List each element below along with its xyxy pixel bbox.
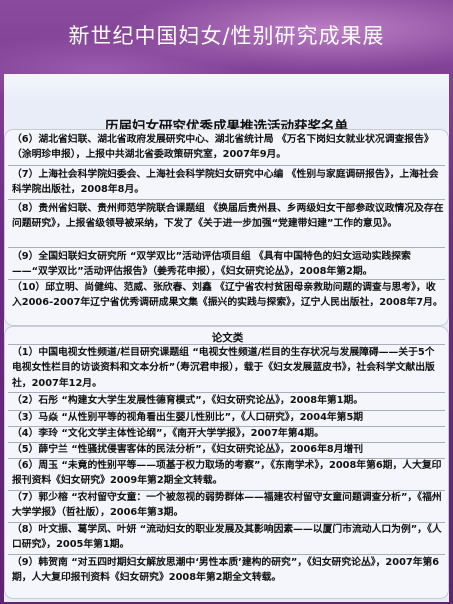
list-item: （8）贵州省妇联、贵州师范学院联合课题组 《换届后贵州县、乡两级妇女干部参政议政… bbox=[12, 203, 444, 230]
divider bbox=[8, 392, 445, 393]
awards-box-papers: 论文类 （1）中国电视女性频道/栏目研究课题组 “电视女性频道/栏目的生存状况与… bbox=[4, 326, 449, 599]
divider bbox=[8, 458, 445, 459]
divider bbox=[8, 490, 445, 491]
divider bbox=[8, 522, 445, 523]
awards-box-reports: （6）湖北省妇联、湖北省政府发展研究中心、湖北省统计局 《万名下岗妇女就业状况调… bbox=[4, 129, 449, 326]
list-item: （6）周玉 “未竟的性别平等——项基于权力取场的考察”，《东南学术》，2008年… bbox=[12, 460, 442, 487]
divider bbox=[8, 199, 445, 200]
divider bbox=[8, 410, 445, 411]
list-item: （3）马焱 “从性别平等的视角看出生婴儿性别比”，《人口研究》，2004年第5期 bbox=[12, 412, 364, 423]
list-item: （7）郭少榕 “农村留守女童：一个被忽视的弱势群体——福建农村留守女童问题调查分… bbox=[12, 492, 442, 519]
list-item: （6）湖北省妇联、湖北省政府发展研究中心、湖北省统计局 《万名下岗妇女就业状况调… bbox=[12, 134, 434, 161]
divider bbox=[8, 165, 445, 166]
divider bbox=[8, 442, 445, 443]
list-item: （9）全国妇联妇女研究所 “双学双比”活动评估项目组 《具有中国特色的妇女运动实… bbox=[12, 251, 411, 278]
divider bbox=[8, 344, 445, 345]
divider bbox=[8, 247, 445, 248]
list-item: （1）中国电视女性频道/栏目研究课题组 “电视女性频道/栏目的生存状况与发展障碍… bbox=[12, 347, 435, 389]
divider bbox=[8, 426, 445, 427]
list-item: （2）石彤 “构建女大学生发展性德育模式”，《妇女研究论丛》，2008年第1期。 bbox=[12, 395, 364, 406]
list-item: （9）韩贺南 “对五四时期妇女解放思潮中‘男性本质’建构的研究”，《妇女研究论丛… bbox=[12, 557, 440, 584]
list-item: （4）李玲 “文化文学主体性论纲”，《南开大学学报》，2007年第4期。 bbox=[12, 428, 324, 439]
header-title: 新世纪中国妇女/性别研究成果展 bbox=[68, 24, 385, 48]
divider bbox=[8, 554, 445, 555]
list-item: （8）叶文振、葛学凤、叶妍 “流动妇女的职业发展及其影响因素——以厦门市流动人口… bbox=[12, 524, 442, 551]
list-item: （10）邱立明、尚健纯、范威、张欣春、刘鑫 《辽宁省农村贫困母亲救助问题的调查与… bbox=[12, 282, 443, 309]
list-item: （5）薛宁兰 “性骚扰侵害客体的民法分析”，《妇女研究论丛》，2006年8月增刊 bbox=[12, 444, 364, 455]
list-item: （7）上海社会科学院妇委会、上海社会科学院妇女研究中心编 《性别与家庭调研报告》… bbox=[12, 169, 439, 196]
divider bbox=[8, 279, 445, 280]
section-heading: 论文类 bbox=[211, 332, 244, 344]
panel-top-stripe bbox=[4, 74, 449, 102]
